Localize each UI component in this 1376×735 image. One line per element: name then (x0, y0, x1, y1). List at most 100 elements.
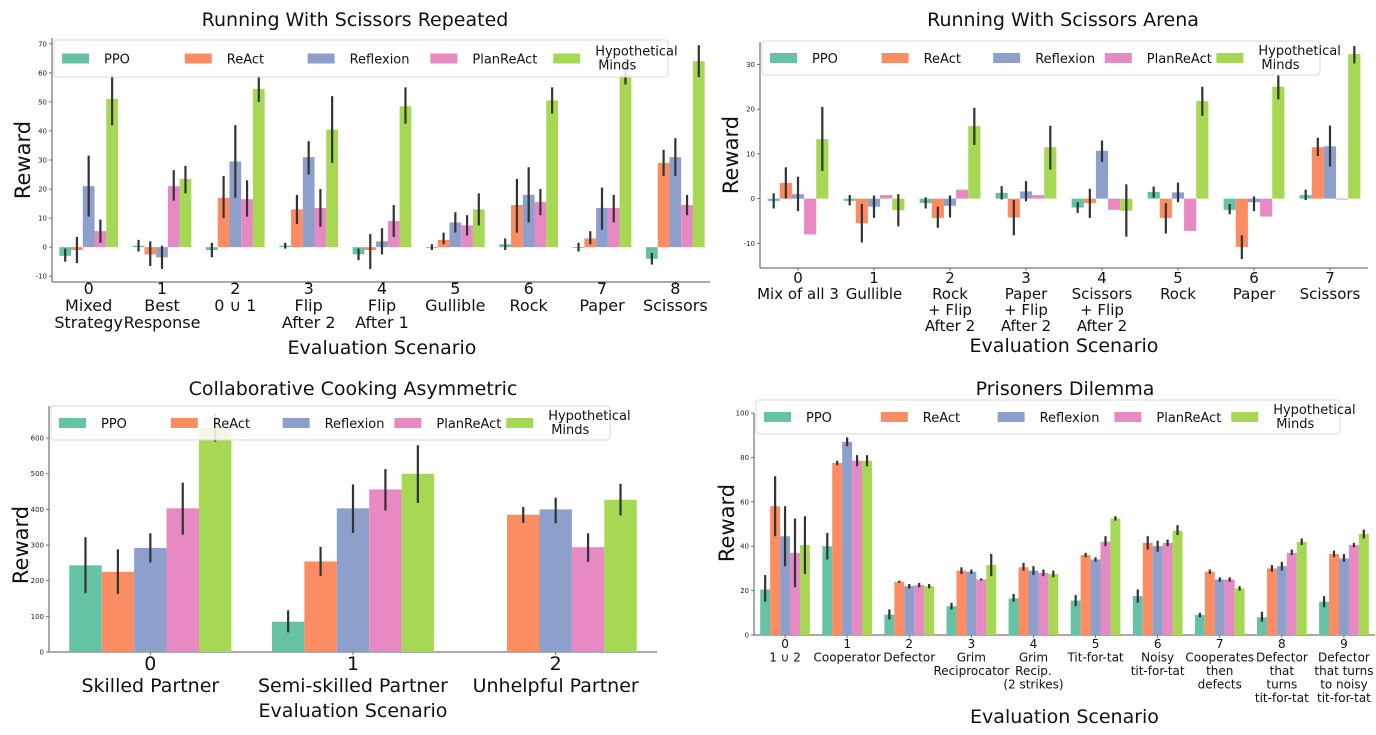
x-tick-label: 5 (450, 279, 460, 298)
legend-label: Minds (1261, 58, 1299, 73)
bar-planreact (681, 205, 693, 248)
x-tick-label: 4 (1030, 637, 1038, 651)
x-tick-label: 3 (1021, 269, 1031, 287)
x-axis-label: Evaluation Scenario (970, 335, 1159, 357)
legend-label: ReAct (923, 411, 960, 426)
bar-planreact (369, 489, 402, 652)
bar-reflexion (302, 157, 315, 248)
bar-hypothetical-minds (1172, 530, 1183, 635)
bar-hypothetical-minds (862, 460, 872, 635)
x-tick-label: Defector (883, 651, 935, 665)
chart-title: Collaborative Cooking Asymmetric (189, 378, 518, 400)
bar-reflexion (780, 536, 791, 635)
y-tick-label: 600 (31, 435, 44, 443)
bar-planreact (1336, 198, 1349, 200)
bar-hypothetical-minds (1234, 588, 1245, 635)
bar-react (217, 197, 230, 248)
legend-label: PPO (101, 417, 127, 432)
legend-label: PlanReAct (1147, 52, 1212, 67)
bar-planreact (1108, 198, 1121, 210)
x-tick-label: turns (1266, 678, 1297, 692)
legend-label: Minds (598, 59, 636, 74)
x-tick-label: Defector (1318, 651, 1370, 665)
x-tick-label: Tit-for-tat (1066, 651, 1123, 665)
x-tick-label: Flip (295, 296, 323, 315)
bar-hypothetical-minds (179, 178, 192, 248)
bar-reflexion (1028, 570, 1039, 635)
x-tick-label: tit-for-tat (1317, 691, 1371, 705)
bar-planreact (607, 207, 620, 248)
chart-rws-arena: Running With Scissors ArenaReward-100102… (719, 9, 1368, 357)
x-tick-label: + Flip (1080, 301, 1124, 319)
x-tick-label: 2 (550, 653, 562, 675)
y-tick-label: 100 (31, 613, 44, 621)
x-tick-label: 6 (1249, 269, 1259, 287)
legend-swatch-reflexion (997, 412, 1025, 422)
bar-planreact (1286, 552, 1297, 635)
x-tick-label: 5 (1173, 269, 1183, 287)
y-tick-label: 0 (751, 195, 755, 203)
x-tick-label: that turns (1314, 664, 1373, 678)
y-tick-label: 300 (31, 542, 44, 550)
y-tick-label: 30 (38, 157, 47, 165)
legend-label: Reflexion (350, 53, 410, 68)
y-axis-label: Reward (715, 484, 739, 562)
bar-planreact (461, 225, 473, 248)
x-tick-label: Rock (1160, 285, 1196, 303)
y-tick-label: 70 (38, 40, 47, 48)
bar-reflexion (539, 509, 572, 652)
x-tick-label: 6 (1154, 637, 1162, 651)
x-tick-label: Flip (368, 296, 396, 315)
y-tick-label: -10 (36, 273, 47, 281)
x-tick-label: 8 (670, 279, 680, 298)
bar-hypothetical-minds (1358, 533, 1369, 635)
bar-planreact (880, 195, 893, 199)
x-tick-label: tit-for-tat (1131, 664, 1185, 678)
bar-hypothetical-minds (924, 586, 935, 635)
bar-planreact (241, 199, 253, 248)
legend-swatch-reflexion (307, 53, 335, 64)
x-tick-label: Noisy (1141, 651, 1174, 665)
bar-hypothetical-minds (1196, 101, 1209, 199)
legend-swatch-hypothetical-minds (1216, 53, 1244, 63)
x-tick-label: + Flip (1004, 301, 1048, 319)
chart-panel-rws-repeated: Running With Scissors Repeated Reward -10 0… (0, 0, 710, 365)
x-tick-label: After 2 (925, 317, 975, 335)
y-tick-label: 60 (740, 498, 749, 506)
legend-label: PlanReAct (436, 417, 501, 432)
x-tick-label: 2 (905, 637, 913, 651)
bar-react (894, 581, 905, 635)
x-tick-label: 1 ∪ 2 (769, 651, 801, 665)
x-tick-label: Paper (1233, 285, 1276, 303)
bar-react (1018, 567, 1029, 635)
x-tick-label: 4 (1097, 269, 1107, 287)
legend: PPO ReAct Reflexion PlanReAct HypotheticalMi… (53, 39, 678, 78)
bar-hypothetical-minds (986, 565, 997, 635)
x-tick-label: After 2 (1077, 317, 1127, 335)
legend-label: PPO (104, 53, 130, 68)
y-axis-label: Reward (11, 121, 35, 199)
chart-title: Running With Scissors Arena (927, 9, 1199, 31)
legend-swatch-ppo (62, 53, 89, 64)
legend-label: Hypothetical (1273, 403, 1355, 418)
legend-swatch-planreact (394, 418, 422, 428)
bar-ppo (946, 606, 957, 635)
legend-label: Hypothetical (1258, 44, 1340, 59)
x-tick-label: Paper (1005, 285, 1048, 303)
bar-hypothetical-minds (546, 100, 558, 248)
bar-reflexion (904, 586, 915, 635)
y-tick-label: 60 (38, 69, 47, 77)
bar-planreact (1224, 579, 1235, 635)
legend-label: PlanReAct (472, 53, 537, 68)
y-tick-label: 10 (746, 150, 755, 158)
x-tick-label: Mixed (65, 296, 112, 315)
legend-swatch-hypothetical-minds (1231, 412, 1259, 422)
legend-box (761, 40, 1321, 76)
x-tick-label: After 2 (1001, 317, 1051, 335)
y-tick-label: 500 (31, 470, 44, 478)
x-tick-label: 3 (968, 637, 976, 651)
legend-label: ReAct (924, 52, 961, 67)
x-tick-label: 7 (1325, 269, 1335, 287)
x-tick-label: Mix of all 3 (757, 285, 839, 303)
x-axis-label: Evaluation Scenario (288, 337, 477, 359)
